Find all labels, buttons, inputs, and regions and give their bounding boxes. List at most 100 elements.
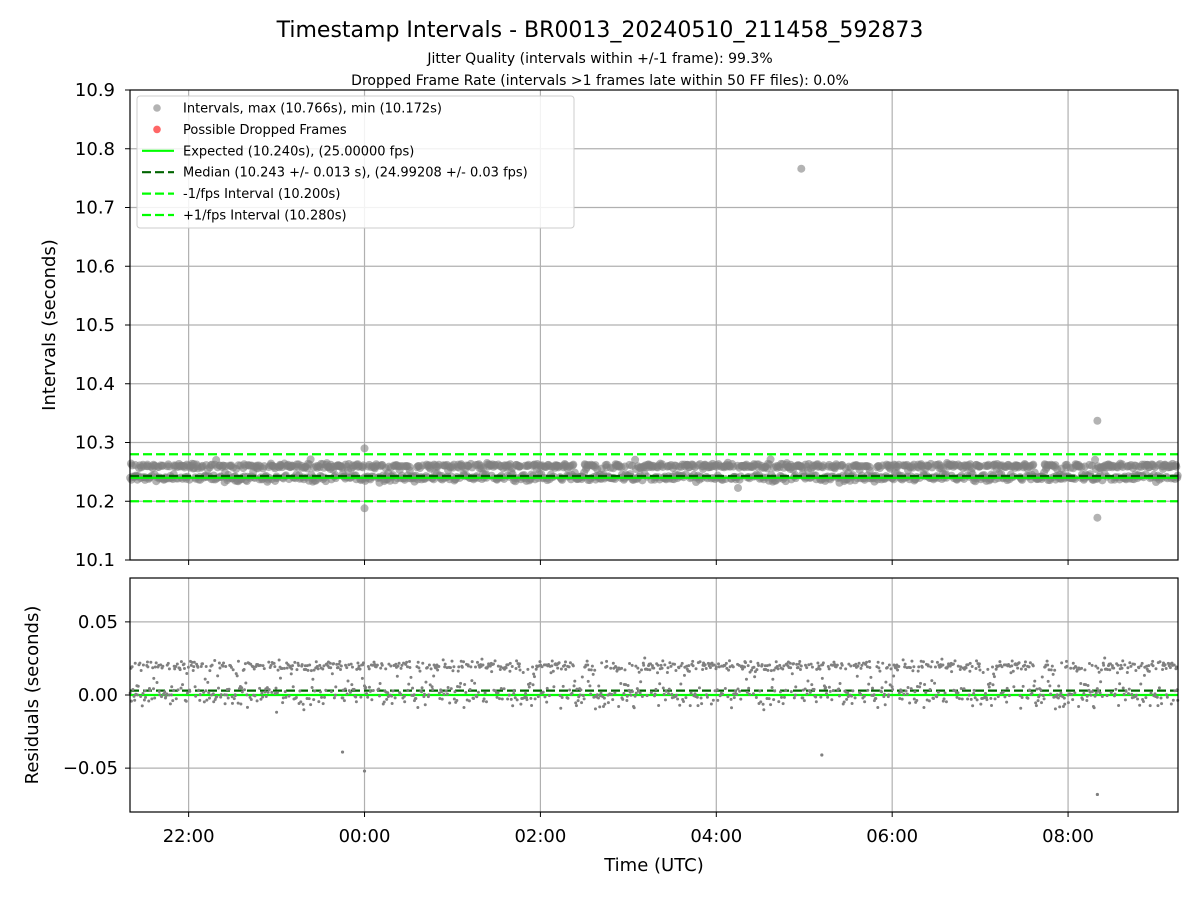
residual-point	[1151, 659, 1155, 663]
residual-point	[151, 666, 155, 670]
residual-point	[739, 697, 743, 701]
residual-point	[744, 661, 748, 665]
residual-point	[397, 661, 401, 665]
residual-point	[464, 691, 468, 695]
residual-point	[307, 697, 311, 701]
residual-point	[496, 664, 500, 668]
residual-point	[624, 683, 628, 687]
residual-point	[810, 683, 814, 687]
residual-point	[298, 689, 302, 693]
residual-point	[812, 687, 816, 691]
residual-point	[144, 695, 148, 699]
residual-point	[574, 704, 578, 708]
residual-point	[387, 662, 391, 666]
residual-point	[161, 664, 165, 668]
residual-point	[770, 686, 774, 690]
residual-point	[705, 695, 709, 699]
residual-point	[496, 691, 500, 695]
residual-point	[1141, 699, 1145, 703]
residual-point	[1116, 663, 1120, 667]
residual-point	[1163, 663, 1167, 667]
residual-point	[276, 668, 280, 672]
residual-point	[194, 694, 198, 698]
residual-point	[460, 665, 464, 669]
residual-point	[634, 664, 638, 668]
residual-point	[416, 660, 420, 664]
residual-point	[462, 660, 466, 664]
residual-point	[366, 664, 370, 668]
residual-point	[296, 661, 300, 665]
residual-point	[1071, 698, 1075, 702]
residual-point	[894, 666, 898, 670]
residual-point	[518, 668, 522, 672]
interval-point-notable	[360, 504, 369, 513]
residual-point	[528, 681, 532, 685]
residual-point	[766, 668, 770, 672]
residual-point	[1164, 666, 1168, 670]
residual-point	[575, 687, 579, 691]
residual-point	[188, 689, 192, 693]
interval-point	[1091, 455, 1100, 464]
residual-point	[574, 701, 578, 705]
residual-point	[989, 696, 993, 700]
residual-point	[1139, 664, 1143, 668]
residual-point	[966, 697, 970, 701]
residual-point	[996, 695, 1000, 699]
residual-point	[442, 692, 446, 696]
residual-point	[966, 663, 970, 667]
residual-point	[657, 703, 661, 707]
residual-point	[249, 697, 253, 701]
residual-point	[273, 691, 277, 695]
residual-point	[842, 700, 846, 704]
residual-point	[185, 691, 189, 695]
residual-point	[844, 667, 848, 671]
residual-point	[948, 664, 952, 668]
interval-point	[766, 455, 775, 464]
residual-point	[1097, 670, 1101, 674]
residual-point	[162, 692, 166, 696]
residual-point	[386, 691, 390, 695]
residual-point	[399, 666, 403, 670]
residual-point	[1149, 691, 1153, 695]
residual-point	[993, 697, 997, 701]
residual-point	[224, 664, 228, 668]
residual-point	[723, 687, 727, 691]
residual-point	[1102, 663, 1106, 667]
x-tick-label: 02:00	[514, 826, 566, 847]
residual-point	[868, 666, 872, 670]
residual-point	[132, 694, 136, 698]
residual-point	[1169, 702, 1173, 706]
residual-point	[614, 665, 618, 669]
residual-point	[589, 692, 593, 696]
residual-point	[1000, 665, 1004, 669]
residual-point	[908, 701, 912, 705]
x-axis-label: Time (UTC)	[603, 855, 704, 876]
residual-point	[964, 666, 968, 670]
residual-point	[1165, 695, 1169, 699]
residual-point	[193, 685, 197, 689]
residual-point	[452, 665, 456, 669]
residual-point	[1172, 663, 1176, 667]
residual-point	[820, 676, 824, 680]
residual-point	[630, 663, 634, 667]
residual-point	[412, 693, 416, 697]
residual-point	[1099, 668, 1103, 672]
residual-point	[521, 670, 525, 674]
residual-point	[658, 682, 662, 686]
residual-point	[768, 663, 772, 667]
residual-point	[190, 660, 194, 664]
residual-point	[928, 688, 932, 692]
residual-point	[859, 666, 863, 670]
residual-point	[468, 688, 472, 692]
residual-point	[855, 674, 859, 678]
residual-point	[902, 692, 906, 696]
residual-point	[531, 683, 535, 687]
residual-point	[395, 674, 399, 678]
residual-point	[409, 675, 413, 679]
residual-point	[990, 703, 994, 707]
residual-point	[652, 666, 656, 670]
residual-point	[629, 693, 633, 697]
residual-point	[244, 681, 248, 685]
residual-point	[778, 690, 782, 694]
residual-point	[807, 663, 811, 667]
